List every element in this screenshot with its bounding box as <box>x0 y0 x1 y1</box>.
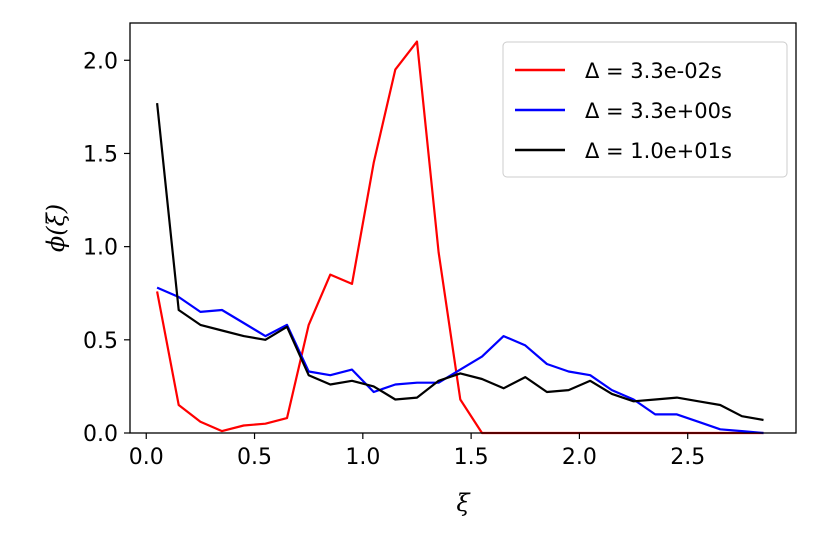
legend-entry: Δ = 3.3e+00s <box>585 99 732 123</box>
x-tick-label: 2.5 <box>670 445 705 470</box>
y-axis-label: ϕ(ξ) <box>42 204 70 252</box>
x-tick-label: 0.5 <box>237 445 272 470</box>
x-tick-label: 0.0 <box>129 445 164 470</box>
legend: Δ = 3.3e-02s Δ = 3.3e+00s Δ = 1.0e+01s <box>502 41 788 178</box>
y-tick-label: 1.5 <box>83 142 118 167</box>
y-tick-label: 0.0 <box>83 422 118 447</box>
x-axis-label: ξ <box>456 489 471 517</box>
series-line-3 <box>156 102 764 422</box>
series-line-2 <box>156 286 764 435</box>
y-tick-label: 2.0 <box>83 49 118 74</box>
legend-entry: Δ = 1.0e+01s <box>585 139 732 163</box>
y-tick-label: 0.5 <box>83 329 118 354</box>
y-tick-label: 1.0 <box>83 236 118 261</box>
x-tick-label: 2.0 <box>562 445 597 470</box>
x-tick-label: 1.0 <box>345 445 380 470</box>
x-tick-label: 1.5 <box>454 445 489 470</box>
plot-frame <box>129 22 797 434</box>
x-axis: 0.0 0.5 1.0 1.5 2.0 2.5 <box>129 433 705 470</box>
legend-box <box>502 41 788 178</box>
legend-entry: Δ = 3.3e-02s <box>585 59 722 83</box>
y-axis: 0.0 0.5 1.0 1.5 2.0 <box>83 49 130 447</box>
